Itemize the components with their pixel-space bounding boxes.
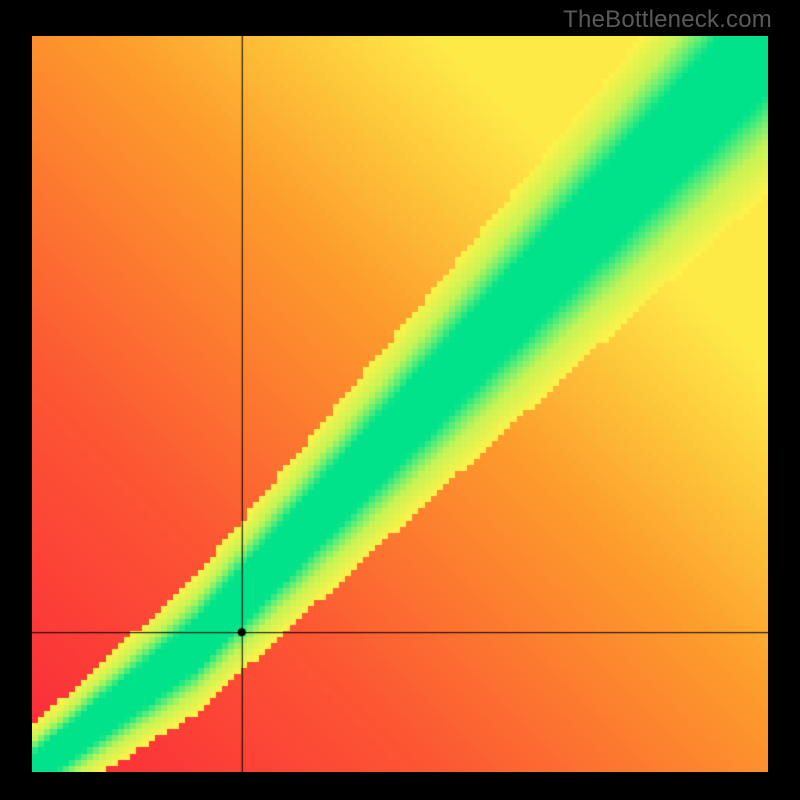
- chart-container: TheBottleneck.com: [0, 0, 800, 800]
- watermark-text: TheBottleneck.com: [563, 6, 772, 34]
- bottleneck-heatmap: [32, 36, 768, 772]
